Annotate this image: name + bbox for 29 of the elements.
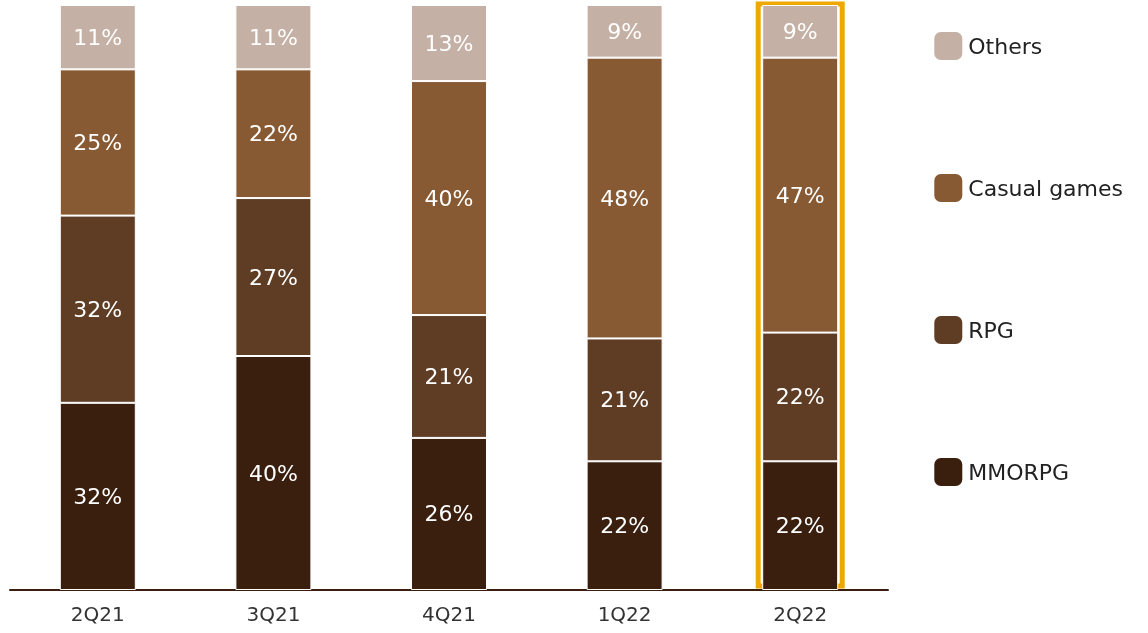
data-label: 9%	[782, 18, 818, 44]
data-label: 22%	[600, 513, 650, 539]
data-label: 22%	[775, 384, 825, 410]
x-tick-label: 2Q22	[773, 602, 828, 626]
x-tick-label: 3Q21	[246, 602, 301, 626]
data-label: 32%	[73, 296, 123, 322]
data-label: 48%	[600, 185, 650, 211]
data-label: 9%	[607, 18, 643, 44]
legend-label: Casual games	[968, 175, 1124, 201]
x-tick-label: 4Q21	[422, 602, 476, 626]
data-label: 32%	[73, 483, 123, 509]
legend-label: MMORPG	[968, 459, 1070, 485]
data-label: 22%	[248, 121, 298, 147]
data-label: 25%	[73, 129, 123, 155]
data-label: 40%	[424, 185, 474, 211]
data-label: 40%	[248, 460, 298, 486]
data-label: 21%	[424, 363, 474, 389]
data-label: 22%	[775, 513, 825, 539]
data-label: 11%	[73, 24, 123, 50]
data-label: 27%	[248, 264, 298, 290]
data-label: 26%	[424, 501, 474, 527]
data-label: 21%	[600, 387, 650, 413]
legend-label: RPG	[968, 317, 1014, 343]
data-label: 47%	[775, 182, 825, 208]
x-tick-label: 1Q22	[597, 602, 652, 626]
x-tick-label: 2Q21	[70, 602, 125, 626]
data-label: 11%	[248, 24, 298, 50]
legend-label: Others	[968, 33, 1043, 59]
data-label: 13%	[424, 30, 474, 56]
